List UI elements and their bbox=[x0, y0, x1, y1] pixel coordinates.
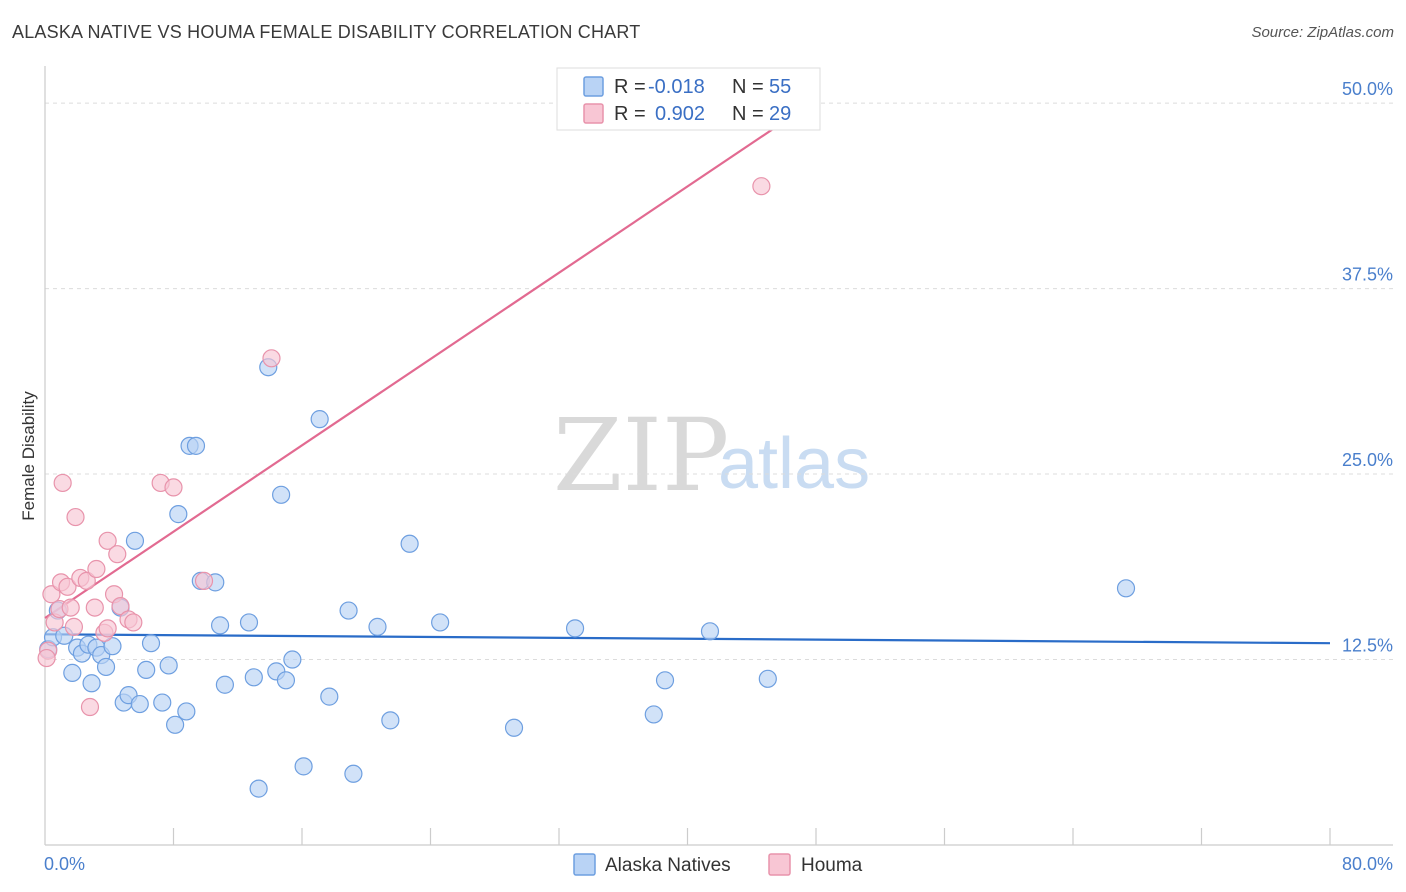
point-houma-13 bbox=[85, 598, 104, 617]
point-alaska-31 bbox=[239, 613, 259, 632]
point-houma-24 bbox=[164, 478, 183, 497]
point-houma-1 bbox=[42, 585, 61, 604]
legend-n-label-houma: N = bbox=[732, 103, 764, 125]
point-houma-28 bbox=[37, 648, 56, 668]
point-houma-6 bbox=[58, 577, 77, 596]
legend-n-value-houma: 29 bbox=[769, 103, 791, 125]
point-alaska-53 bbox=[758, 669, 777, 688]
bottom-legend-swatch-alaska bbox=[573, 853, 596, 876]
x-tick-label-min: 0.0% bbox=[44, 854, 85, 874]
point-alaska-22 bbox=[166, 715, 185, 734]
point-houma-16 bbox=[98, 619, 117, 638]
point-alaska-17 bbox=[130, 694, 149, 714]
legend: R = -0.018 N = 55 R = 0.902 N = 29 bbox=[556, 67, 821, 131]
trend-lines bbox=[44, 99, 1331, 645]
point-alaska-33 bbox=[249, 779, 268, 798]
watermark-atlas: atlas bbox=[718, 424, 870, 504]
point-alaska-50 bbox=[644, 705, 663, 724]
y-axis-label: Female Disability bbox=[19, 391, 38, 521]
point-alaska-47 bbox=[431, 613, 450, 632]
point-houma-14 bbox=[87, 559, 106, 579]
point-houma-17 bbox=[98, 531, 117, 550]
grid-lines bbox=[45, 102, 1393, 661]
point-alaska-49 bbox=[565, 619, 585, 638]
watermark-zip: ZIP bbox=[553, 397, 729, 514]
point-alaska-46 bbox=[400, 534, 419, 553]
point-alaska-18 bbox=[137, 660, 156, 680]
legend-swatch-alaska bbox=[583, 76, 604, 97]
point-alaska-38 bbox=[283, 650, 302, 669]
bottom-legend: Alaska Natives Houma bbox=[573, 853, 863, 876]
point-houma-12 bbox=[80, 697, 100, 717]
point-alaska-36 bbox=[272, 485, 291, 504]
point-alaska-26 bbox=[186, 436, 206, 455]
chart-title: ALASKA NATIVE VS HOUMA FEMALE DISABILITY… bbox=[12, 22, 641, 42]
legend-n-value-alaska: 55 bbox=[769, 76, 791, 98]
point-alaska-48 bbox=[504, 718, 524, 737]
point-houma-20 bbox=[111, 597, 130, 616]
chart-source: Source: ZipAtlas.com bbox=[1251, 24, 1394, 41]
point-houma-5 bbox=[53, 473, 72, 493]
point-alaska-39 bbox=[294, 757, 313, 776]
y-tick-label-0: 12.5% bbox=[1342, 636, 1393, 656]
point-houma-25 bbox=[194, 571, 214, 590]
legend-r-label-houma: R = bbox=[614, 103, 646, 125]
y-tick-label-2: 37.5% bbox=[1342, 265, 1393, 285]
legend-r-value-alaska: -0.018 bbox=[648, 76, 705, 98]
point-houma-7 bbox=[61, 598, 80, 617]
point-alaska-20 bbox=[153, 693, 172, 712]
point-alaska-12 bbox=[103, 637, 122, 656]
point-alaska-37 bbox=[276, 671, 296, 690]
point-alaska-45 bbox=[381, 711, 400, 730]
point-houma-27 bbox=[752, 177, 771, 196]
point-alaska-24 bbox=[177, 702, 196, 721]
legend-r-value-houma: 0.902 bbox=[655, 103, 705, 125]
point-alaska-11 bbox=[96, 657, 116, 677]
point-alaska-51 bbox=[655, 671, 675, 690]
y-tick-label-3: 50.0% bbox=[1342, 79, 1393, 99]
scatter-points bbox=[37, 177, 1136, 798]
point-alaska-21 bbox=[159, 656, 178, 675]
bottom-legend-label-houma: Houma bbox=[801, 855, 863, 876]
x-tick-label-max: 80.0% bbox=[1342, 854, 1393, 874]
point-alaska-16 bbox=[125, 531, 145, 550]
point-alaska-41 bbox=[320, 687, 339, 706]
bottom-legend-swatch-houma bbox=[768, 853, 791, 876]
y-tick-labels: 12.5% 25.0% 37.5% 50.0% bbox=[1342, 79, 1393, 655]
legend-n-label-alaska: N = bbox=[732, 76, 764, 98]
axes bbox=[44, 66, 1393, 846]
point-alaska-23 bbox=[169, 505, 188, 524]
point-alaska-44 bbox=[368, 617, 387, 636]
point-houma-22 bbox=[124, 613, 143, 632]
trend-line-houma bbox=[44, 99, 817, 619]
point-alaska-8 bbox=[82, 674, 101, 693]
legend-r-label-alaska: R = bbox=[614, 76, 646, 98]
point-alaska-54 bbox=[1116, 579, 1136, 598]
point-alaska-32 bbox=[244, 668, 263, 687]
trend-line-alaska bbox=[44, 633, 1331, 645]
point-houma-9 bbox=[66, 507, 85, 527]
point-alaska-4 bbox=[63, 663, 82, 682]
point-alaska-19 bbox=[141, 634, 161, 653]
point-houma-8 bbox=[64, 617, 84, 636]
point-alaska-40 bbox=[310, 410, 329, 429]
point-houma-11 bbox=[77, 571, 96, 590]
point-alaska-43 bbox=[344, 764, 363, 783]
bottom-legend-label-alaska: Alaska Natives bbox=[605, 855, 731, 876]
point-alaska-30 bbox=[215, 675, 234, 694]
y-tick-label-1: 25.0% bbox=[1342, 450, 1393, 470]
point-alaska-29 bbox=[210, 616, 230, 635]
legend-swatch-houma bbox=[583, 103, 604, 124]
point-houma-26 bbox=[262, 349, 281, 368]
point-houma-19 bbox=[108, 545, 127, 564]
point-alaska-52 bbox=[700, 622, 720, 641]
point-alaska-42 bbox=[339, 601, 358, 620]
